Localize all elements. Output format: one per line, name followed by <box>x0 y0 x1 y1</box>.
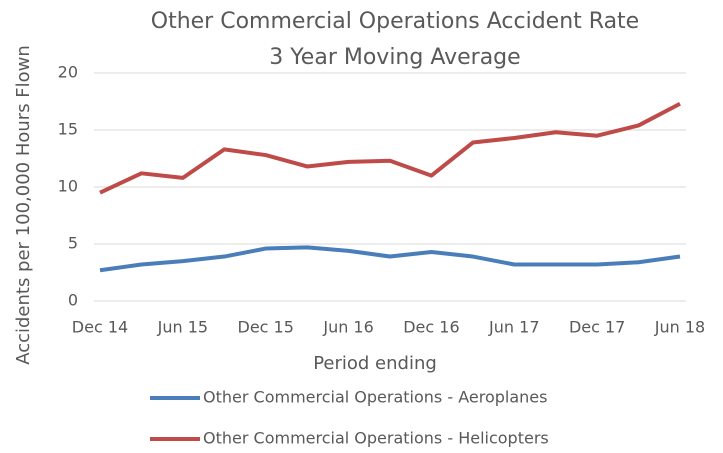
y-axis-label: Accidents per 100,000 Hours Flown <box>13 45 34 365</box>
y-tick-label: 10 <box>58 177 78 196</box>
x-tick-label: Jun 18 <box>654 318 705 337</box>
y-tick-label: 5 <box>68 234 78 253</box>
y-tick-label: 15 <box>58 120 78 139</box>
series-line <box>99 102 681 195</box>
x-tick-label: Jun 15 <box>157 318 208 337</box>
x-tick-label: Jun 17 <box>488 318 539 337</box>
x-tick-label: Dec 14 <box>72 318 128 337</box>
x-tick-label: Dec 16 <box>403 318 459 337</box>
chart-title: Other Commercial Operations Accident Rat… <box>151 9 639 34</box>
chart-subtitle: 3 Year Moving Average <box>269 45 520 70</box>
x-tick-label: Dec 17 <box>569 318 625 337</box>
series-line <box>99 245 681 273</box>
legend-label: Other Commercial Operations - Helicopter… <box>203 429 549 448</box>
x-axis-label: Period ending <box>313 353 437 374</box>
x-tick-label: Jun 16 <box>322 318 373 337</box>
y-tick-label: 0 <box>68 291 78 310</box>
legend-label: Other Commercial Operations - Aeroplanes <box>203 388 547 407</box>
x-tick-label: Dec 15 <box>238 318 294 337</box>
y-tick-label: 20 <box>58 63 78 82</box>
